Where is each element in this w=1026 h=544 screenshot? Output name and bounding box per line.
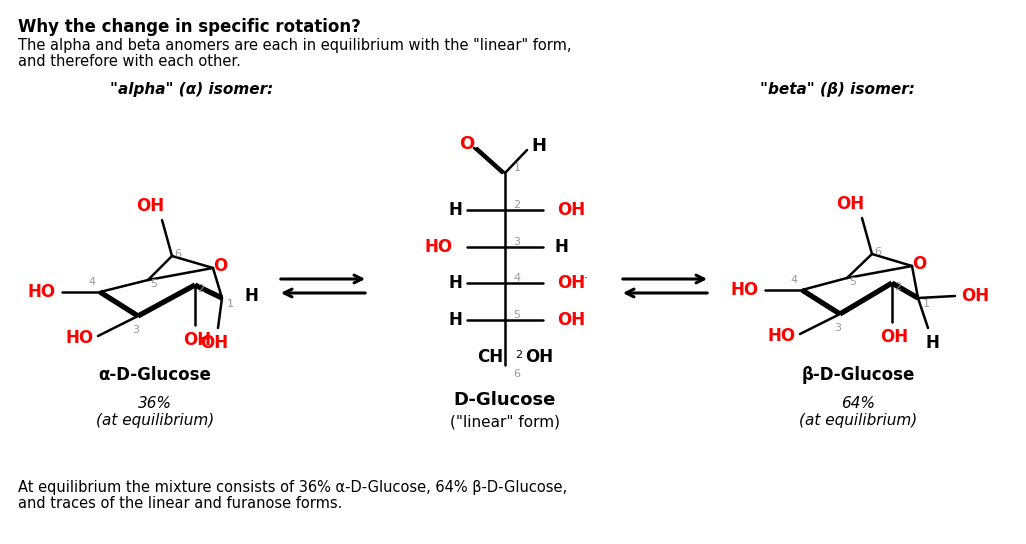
Text: 4: 4 xyxy=(790,275,797,285)
Text: H: H xyxy=(555,238,568,256)
Text: H: H xyxy=(244,287,258,305)
Text: 1: 1 xyxy=(514,163,521,173)
Text: O: O xyxy=(460,135,475,153)
Text: 64%: 64% xyxy=(841,397,875,411)
Text: (at equilibrium): (at equilibrium) xyxy=(799,412,917,428)
Text: OH: OH xyxy=(836,195,864,213)
Text: 1: 1 xyxy=(227,299,234,309)
Text: 2: 2 xyxy=(197,284,204,294)
Text: Why the change in specific rotation?: Why the change in specific rotation? xyxy=(18,18,361,36)
Text: 2: 2 xyxy=(895,282,902,292)
Text: OH: OH xyxy=(183,331,211,349)
Text: H: H xyxy=(531,137,547,155)
Text: 4: 4 xyxy=(513,273,520,283)
Text: 5: 5 xyxy=(513,310,520,320)
Text: H: H xyxy=(448,311,462,329)
Text: 4: 4 xyxy=(88,277,95,287)
Text: H: H xyxy=(448,201,462,219)
Text: 3: 3 xyxy=(513,237,520,247)
Text: "alpha" (α) isomer:: "alpha" (α) isomer: xyxy=(110,82,273,97)
Text: HO: HO xyxy=(767,327,796,345)
Text: OH: OH xyxy=(557,274,585,292)
Text: 5: 5 xyxy=(850,277,857,287)
Text: CH: CH xyxy=(477,348,503,366)
Text: H: H xyxy=(448,274,462,292)
Text: ..: .. xyxy=(581,268,589,281)
Text: OH: OH xyxy=(525,348,553,366)
Text: 6: 6 xyxy=(174,249,182,259)
Text: and therefore with each other.: and therefore with each other. xyxy=(18,54,241,69)
Text: OH: OH xyxy=(135,197,164,215)
Text: OH: OH xyxy=(557,311,585,329)
Text: O: O xyxy=(912,255,926,273)
Text: (at equilibrium): (at equilibrium) xyxy=(95,412,214,428)
Text: OH: OH xyxy=(880,328,908,346)
Text: At equilibrium the mixture consists of 36% α-D-Glucose, 64% β-D-Glucose,: At equilibrium the mixture consists of 3… xyxy=(18,480,567,495)
Text: H: H xyxy=(925,334,939,352)
Text: HO: HO xyxy=(66,329,94,347)
Text: and traces of the linear and furanose forms.: and traces of the linear and furanose fo… xyxy=(18,496,343,511)
Text: β-D-Glucose: β-D-Glucose xyxy=(801,366,915,384)
Text: 5: 5 xyxy=(151,279,158,289)
Text: 1: 1 xyxy=(922,299,930,309)
Text: HO: HO xyxy=(425,238,453,256)
Text: HO: HO xyxy=(731,281,759,299)
Text: D-Glucose: D-Glucose xyxy=(453,391,556,409)
Text: 3: 3 xyxy=(132,325,140,335)
Text: ("linear" form): ("linear" form) xyxy=(450,415,560,430)
Text: HO: HO xyxy=(28,283,56,301)
Text: 6: 6 xyxy=(874,247,881,257)
Text: OH: OH xyxy=(557,201,585,219)
Text: α-D-Glucose: α-D-Glucose xyxy=(98,366,211,384)
Text: The alpha and beta anomers are each in equilibrium with the "linear" form,: The alpha and beta anomers are each in e… xyxy=(18,38,571,53)
Text: 2: 2 xyxy=(513,200,520,210)
Text: 36%: 36% xyxy=(139,397,172,411)
Text: "beta" (β) isomer:: "beta" (β) isomer: xyxy=(760,82,915,97)
Text: O: O xyxy=(212,257,227,275)
Text: OH: OH xyxy=(961,287,989,305)
Text: OH: OH xyxy=(200,334,228,352)
Text: 6: 6 xyxy=(513,369,520,379)
Text: 3: 3 xyxy=(834,323,841,333)
Text: 2: 2 xyxy=(515,350,522,360)
